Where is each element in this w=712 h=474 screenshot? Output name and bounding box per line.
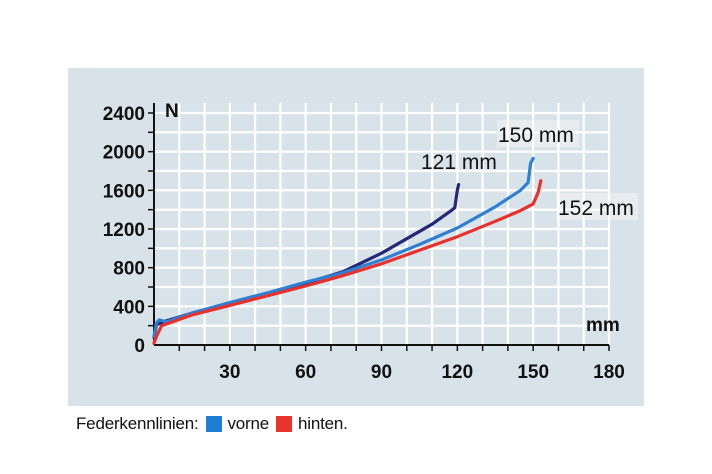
x-tick-label: 150 <box>517 362 549 383</box>
annotation-bg-152 <box>556 193 638 220</box>
legend-swatch-vorne <box>205 416 222 432</box>
series-line-150-mm <box>152 156 535 338</box>
y-tick-label: 1200 <box>103 220 145 241</box>
y-tick-label: 2000 <box>103 143 145 164</box>
legend-swatch-hinten <box>276 416 293 432</box>
legend-title: Federkennlinien: <box>76 414 199 433</box>
y-tick-label: 400 <box>113 297 145 318</box>
y-tick-label: 1600 <box>103 181 145 202</box>
annotation-150-mm: 150 mm <box>498 124 574 147</box>
x-tick-label: 120 <box>441 362 473 383</box>
legend: Federkennlinien: vorne hinten. <box>76 412 348 436</box>
annotation-152-mm: 152 mm <box>558 197 634 220</box>
x-tick-label: 180 <box>593 362 625 383</box>
y-axis-unit-label: N <box>165 101 179 122</box>
y-tick-label: 800 <box>113 259 145 280</box>
x-tick-label: 30 <box>219 362 240 383</box>
spring-rate-chart: 30 60 90 120 150 180 0 400 800 1200 1600 2000 2400 N… <box>103 101 638 383</box>
annotation-bg-150 <box>497 120 579 147</box>
x-tick-label: 90 <box>371 362 392 383</box>
y-tick-label: 2400 <box>103 104 145 125</box>
chart-panel: 30 60 90 120 150 180 0 400 800 1200 1600 2000 2400 N… <box>68 68 644 406</box>
legend-label-hinten: hinten. <box>298 414 348 433</box>
x-tick-label: 60 <box>295 362 316 383</box>
series-line-152-mm <box>152 179 543 345</box>
legend-label-vorne: vorne <box>227 414 270 433</box>
annotation-121-mm: 121 mm <box>421 151 497 174</box>
x-axis-unit-label: mm <box>586 315 620 336</box>
y-tick-label: 0 <box>134 336 145 357</box>
